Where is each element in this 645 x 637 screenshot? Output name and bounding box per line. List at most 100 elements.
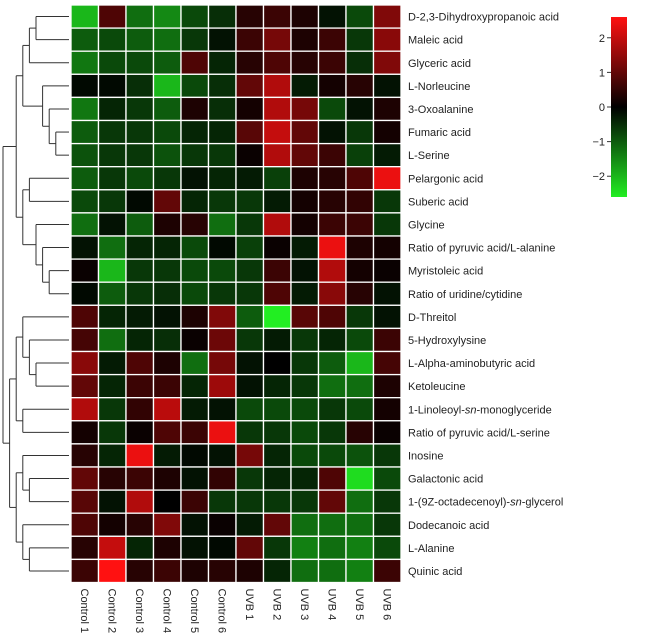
heatmap-cell (235, 535, 265, 561)
heatmap-cell (180, 258, 210, 283)
heatmap-cell (317, 96, 347, 122)
heatmap-cell (207, 166, 237, 191)
heatmap-cell (125, 420, 155, 445)
heatmap-cell (207, 350, 237, 376)
heatmap-cell (290, 558, 320, 584)
heatmap-cell (372, 189, 402, 214)
heatmap-cell (290, 512, 320, 537)
heatmap-cell (125, 50, 155, 75)
heatmap-cell (70, 327, 100, 353)
heatmap-cell (262, 281, 292, 306)
heatmap-cell (262, 166, 292, 191)
heatmap-cell (207, 489, 237, 514)
heatmap-cell (125, 212, 155, 237)
heatmap-cell (180, 327, 210, 353)
heatmap-cell (372, 397, 402, 422)
heatmap-cell (290, 212, 320, 237)
heatmap-cell (290, 142, 320, 168)
heatmap-cell (372, 466, 402, 491)
heatmap-cell (262, 420, 292, 445)
heatmap-cell (235, 27, 265, 52)
heatmap-cell (317, 304, 347, 330)
heatmap-cell (125, 489, 155, 514)
row-label-part: 1-(9Z-octadecenoyl)- (408, 497, 510, 509)
heatmap-cell (235, 119, 265, 145)
row-dendrogram (2, 16, 69, 572)
heatmap-cell (290, 4, 320, 29)
heatmap-cell (372, 50, 402, 75)
column-label: Control 2 (105, 589, 117, 634)
column-label: UVB 4 (325, 589, 337, 621)
heatmap-cell (70, 443, 100, 468)
heatmap-cell (97, 73, 127, 99)
heatmap-cell (70, 535, 100, 561)
heatmap-cell (372, 558, 402, 584)
heatmap-cell (290, 235, 320, 260)
heatmap-cell (262, 142, 292, 168)
heatmap-cell (180, 50, 210, 75)
row-label: 5-Hydroxylysine (408, 335, 486, 347)
heatmap-cell (235, 327, 265, 353)
heatmap-cell (372, 258, 402, 283)
heatmap-cell (125, 142, 155, 168)
heatmap-cell (152, 512, 182, 537)
heatmap-cell (317, 350, 347, 376)
heatmap-cell (317, 166, 347, 191)
heatmap-cell (372, 119, 402, 145)
heatmap-cell (317, 397, 347, 422)
heatmap-cell (290, 73, 320, 99)
heatmap-cell (317, 443, 347, 468)
heatmap-cell (235, 512, 265, 537)
heatmap-cell (262, 466, 292, 491)
heatmap-cell (97, 166, 127, 191)
heatmap-cell (262, 4, 292, 29)
row-label: Suberic acid (408, 196, 469, 208)
heatmap-cell (262, 489, 292, 514)
heatmap-cell (70, 189, 100, 214)
legend-tick-label: 2 (599, 33, 605, 45)
heatmap-cell (207, 73, 237, 99)
heatmap-cell (97, 212, 127, 237)
heatmap-cell (180, 212, 210, 237)
heatmap-cell (125, 281, 155, 306)
heatmap-cell (345, 4, 375, 29)
heatmap-cell (207, 258, 237, 283)
heatmap-cell (97, 50, 127, 75)
heatmap-cell (152, 443, 182, 468)
heatmap-cell (372, 327, 402, 353)
heatmap-cell (372, 512, 402, 537)
heatmap-cell (70, 166, 100, 191)
heatmap-cell (345, 327, 375, 353)
heatmap-cell (235, 304, 265, 330)
heatmap-cell (70, 304, 100, 330)
heatmap-cell (125, 189, 155, 214)
heatmap-cell (372, 73, 402, 99)
heatmap-cell (262, 73, 292, 99)
heatmap-cell (345, 189, 375, 214)
row-label: Ratio of uridine/cytidine (408, 289, 522, 301)
heatmap-cell (317, 535, 347, 561)
heatmap-cell (125, 397, 155, 422)
heatmap-cell (97, 558, 127, 584)
heatmap-cell (290, 281, 320, 306)
heatmap-cell (152, 4, 182, 29)
heatmap-cell (125, 558, 155, 584)
heatmap-cell (70, 4, 100, 29)
heatmap-cell (97, 373, 127, 399)
heatmap-cell (97, 189, 127, 214)
heatmap-cell (207, 212, 237, 237)
heatmap-cell (317, 50, 347, 75)
heatmap-cell (262, 96, 292, 122)
heatmap-cell (152, 558, 182, 584)
heatmap-cell (290, 489, 320, 514)
heatmap-cell (235, 489, 265, 514)
heatmap-cell (290, 50, 320, 75)
heatmap-cell (317, 258, 347, 283)
heatmap-cell (180, 96, 210, 122)
row-label: Inosine (408, 450, 443, 462)
heatmap-cell (372, 27, 402, 52)
heatmap-cell (70, 281, 100, 306)
heatmap-cell (372, 212, 402, 237)
heatmap-cell (345, 535, 375, 561)
heatmap-cell (262, 443, 292, 468)
